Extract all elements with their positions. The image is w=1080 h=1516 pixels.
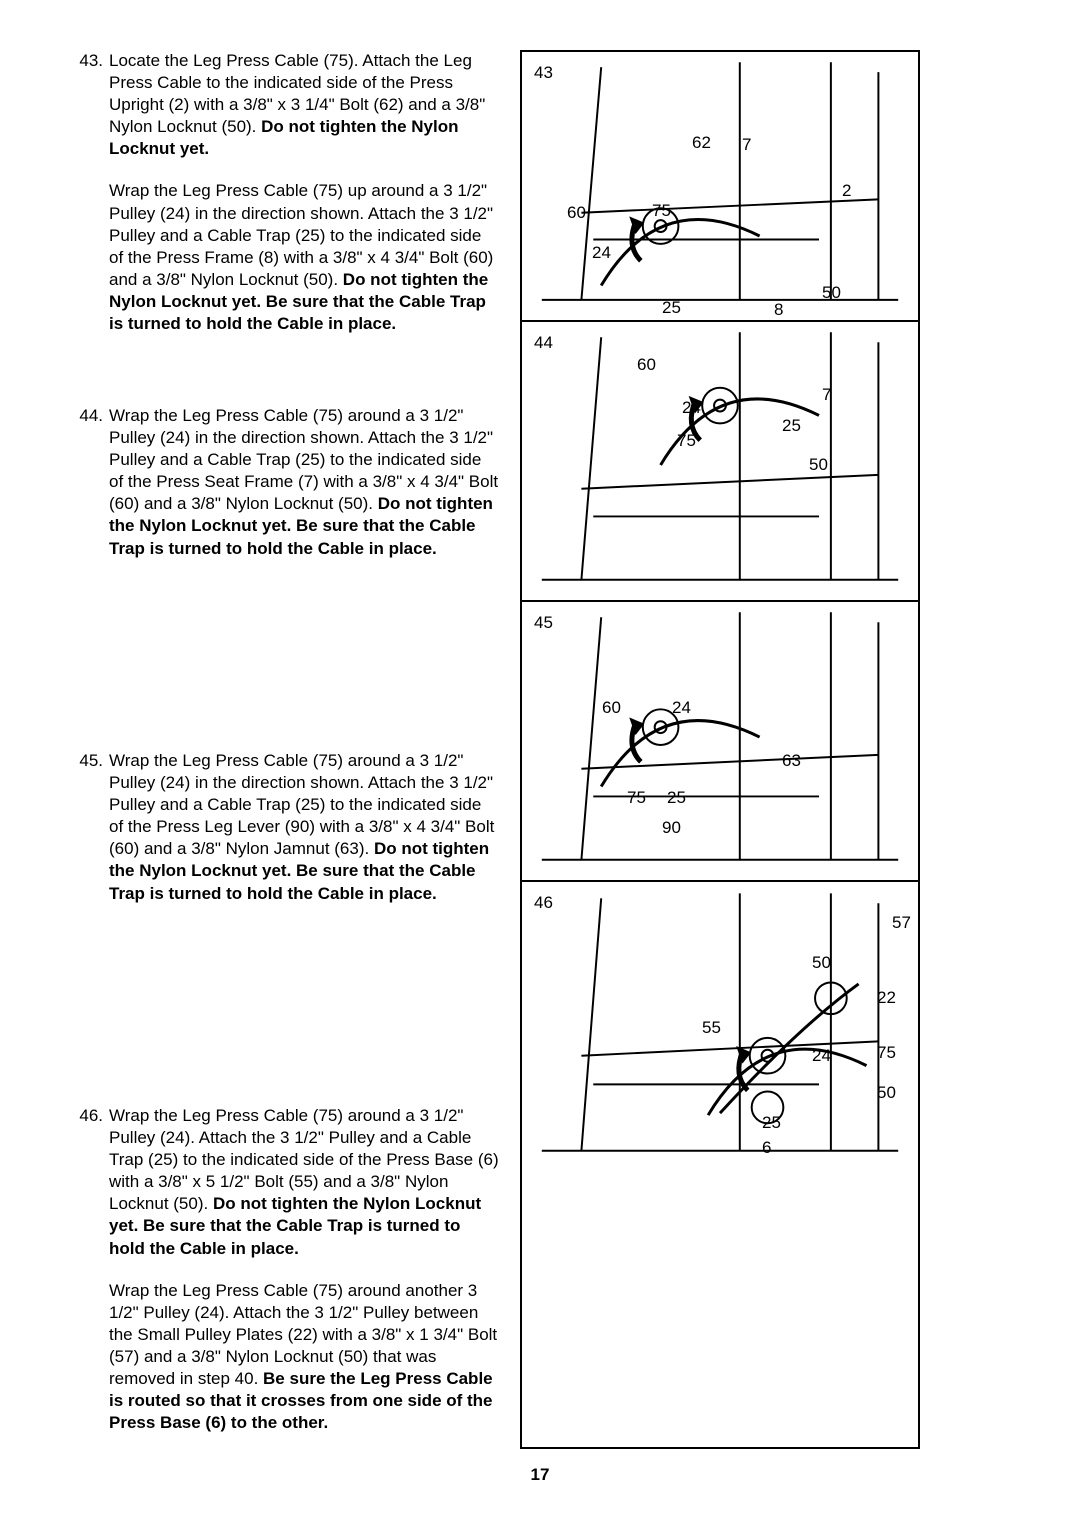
diagram-label: 24 — [592, 242, 611, 264]
diagram-43: 43 62 7 2 60 75 24 25 8 50 — [522, 52, 918, 322]
diagram-label: 8 — [774, 299, 783, 321]
diagram-label: 7 — [822, 384, 831, 406]
diagram-label: 75 — [652, 200, 671, 222]
diagram-label: 75 — [627, 787, 646, 809]
diagram-label: 90 — [662, 817, 681, 839]
step-paragraph: Wrap the Leg Press Cable (75) around a 3… — [109, 750, 500, 905]
step-paragraph: Wrap the Leg Press Cable (75) around ano… — [109, 1280, 500, 1435]
step-paragraph: Wrap the Leg Press Cable (75) around a 3… — [109, 405, 500, 560]
diagram-46: 46 57 50 22 55 75 24 50 25 6 — [522, 882, 918, 1172]
diagram-label: 50 — [877, 1082, 896, 1104]
diagram-label: 25 — [762, 1112, 781, 1134]
diagram-44: 44 60 24 7 25 75 50 — [522, 322, 918, 602]
step-paragraph: Locate the Leg Press Cable (75). Attach … — [109, 50, 500, 160]
diagram-label: 25 — [667, 787, 686, 809]
step-paragraph: Wrap the Leg Press Cable (75) up around … — [109, 180, 500, 335]
diagram-label: 45 — [534, 612, 553, 634]
page-number: 17 — [70, 1464, 1010, 1486]
diagram-label: 75 — [677, 430, 696, 452]
diagram-label: 22 — [877, 987, 896, 1009]
diagram-label: 43 — [534, 62, 553, 84]
diagram-label: 24 — [672, 697, 691, 719]
diagram-label: 6 — [762, 1137, 771, 1159]
page: 43.Locate the Leg Press Cable (75). Atta… — [70, 50, 1010, 1449]
diagram-label: 62 — [692, 132, 711, 154]
diagram-label: 25 — [782, 415, 801, 437]
diagram-label: 7 — [742, 134, 751, 156]
step-45: 45.Wrap the Leg Press Cable (75) around … — [70, 750, 500, 1110]
diagram-label: 50 — [812, 952, 831, 974]
diagram-label: 24 — [682, 397, 701, 419]
diagram-label: 2 — [842, 180, 851, 202]
diagram-label: 75 — [877, 1042, 896, 1064]
step-number: 46. — [70, 1105, 103, 1454]
step-body: Locate the Leg Press Cable (75). Attach … — [103, 50, 500, 410]
step-body: Wrap the Leg Press Cable (75) around a 3… — [103, 1105, 500, 1454]
step-paragraph: Wrap the Leg Press Cable (75) around a 3… — [109, 1105, 500, 1260]
diagram-label: 50 — [809, 454, 828, 476]
diagram-45: 45 60 24 63 75 25 90 — [522, 602, 918, 882]
step-body: Wrap the Leg Press Cable (75) around a 3… — [103, 750, 500, 1110]
diagram-label: 63 — [782, 750, 801, 772]
diagram-label: 50 — [822, 282, 841, 304]
diagram-label: 46 — [534, 892, 553, 914]
step-body: Wrap the Leg Press Cable (75) around a 3… — [103, 405, 500, 755]
diagram-label: 60 — [567, 202, 586, 224]
diagram-label: 55 — [702, 1017, 721, 1039]
diagram-label: 57 — [892, 912, 911, 934]
step-43: 43.Locate the Leg Press Cable (75). Atta… — [70, 50, 500, 410]
diagram-label: 44 — [534, 332, 553, 354]
step-number: 44. — [70, 405, 103, 755]
diagram-label: 60 — [602, 697, 621, 719]
step-number: 45. — [70, 750, 103, 1110]
step-44: 44.Wrap the Leg Press Cable (75) around … — [70, 405, 500, 755]
step-number: 43. — [70, 50, 103, 410]
diagram-label: 24 — [812, 1045, 831, 1067]
diagram-label: 60 — [637, 354, 656, 376]
step-46: 46.Wrap the Leg Press Cable (75) around … — [70, 1105, 500, 1454]
diagrams-column: 43 62 7 2 60 75 24 25 8 50 44 60 24 7 25 75 50 45 60 24 63 75… — [520, 50, 920, 1449]
diagram-label: 25 — [662, 297, 681, 319]
instructions-column: 43.Locate the Leg Press Cable (75). Atta… — [70, 50, 500, 1449]
